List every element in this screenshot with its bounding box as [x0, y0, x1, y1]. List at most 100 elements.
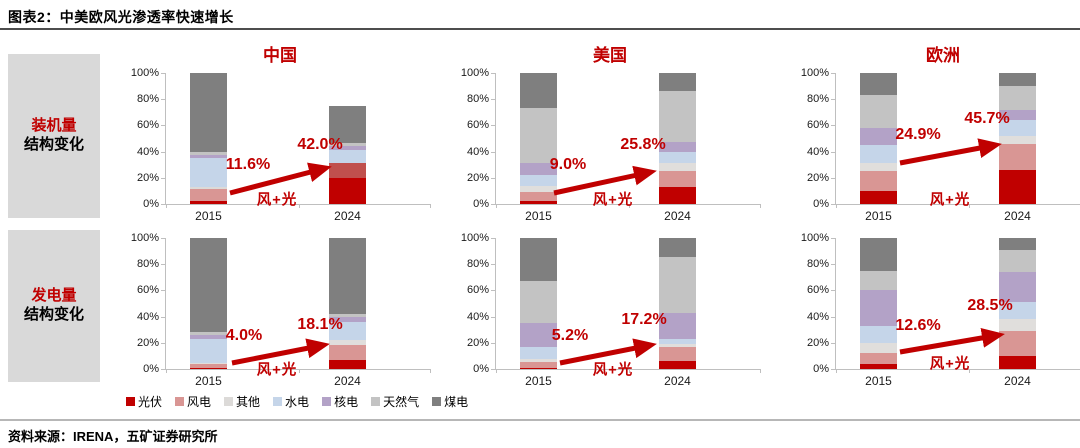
x-axis-tick-mark — [836, 369, 837, 373]
bar-segment-核电 — [860, 289, 897, 327]
x-axis-tick-mark — [628, 369, 630, 373]
wind-solar-share-2024-label: 28.5% — [967, 297, 1013, 314]
bar-segment-风电 — [520, 362, 557, 368]
y-axis-tick-label: 40% — [806, 310, 829, 323]
y-axis-tick-mark — [491, 238, 495, 239]
bar-segment-煤电 — [999, 238, 1036, 250]
x-axis-tick-mark — [298, 204, 300, 208]
legend-item-光伏: 光伏 — [126, 393, 162, 410]
bar-segment-水电 — [329, 321, 366, 341]
x-axis-category-label: 2024 — [664, 374, 691, 388]
bar-segment-天然气 — [860, 95, 897, 129]
y-axis-tick-label: 20% — [466, 171, 489, 184]
bar-segment-其他 — [999, 319, 1036, 332]
bar-segment-核电 — [329, 146, 366, 150]
bar-segment-风电 — [999, 143, 1036, 170]
y-axis-tick-mark — [491, 316, 495, 318]
y-axis-tick-mark — [831, 290, 835, 292]
y-axis-tick-label: 20% — [466, 336, 489, 349]
bar-segment-风电 — [860, 171, 897, 191]
bar-segment-煤电 — [190, 238, 227, 333]
bar-segment-其他 — [190, 187, 227, 189]
bar-segment-煤电 — [329, 106, 366, 144]
x-axis-category-label: 2024 — [334, 374, 361, 388]
bar-segment-光伏 — [520, 367, 557, 369]
x-axis-category-label: 2024 — [664, 209, 691, 223]
y-axis-tick-label: 80% — [806, 93, 829, 106]
stacked-bar-2015 — [860, 73, 897, 204]
bar-segment-煤电 — [520, 73, 557, 108]
y-axis-tick-mark — [491, 151, 495, 153]
y-axis-tick-mark — [491, 204, 495, 205]
bar-segment-光伏 — [860, 190, 897, 204]
growth-arrow-icon — [553, 165, 657, 196]
plot-area: 2015 2024 9.0% 25.8% 风+光 — [495, 73, 761, 223]
bar-segment-水电 — [999, 302, 1036, 320]
bar-segment-天然气 — [520, 107, 557, 163]
bar-segment-风电 — [659, 170, 696, 187]
legend-item-天然气: 天然气 — [371, 393, 419, 410]
stacked-bar-chart-美国-装机量结构变化: 100% 80% 60% 40% 20% 0% 2015 2024 9.0% 25.8% 风+光 — [453, 67, 761, 233]
x-axis-tick-mark — [496, 369, 497, 373]
y-axis-tick-label: 0% — [813, 198, 829, 210]
bar-segment-煤电 — [329, 238, 366, 315]
y-axis-tick-mark — [491, 369, 495, 370]
wind-solar-share-2015-label: 12.6% — [895, 317, 941, 334]
row-label-generation: 发电量 结构变化 — [8, 230, 100, 382]
bar-segment-核电 — [659, 142, 696, 153]
y-axis-tick-mark — [491, 73, 495, 74]
bar-segment-光伏 — [329, 359, 366, 369]
legend-swatch-icon — [126, 397, 135, 406]
stacked-bar-2024 — [659, 73, 696, 204]
x-axis-tick-mark — [298, 369, 300, 373]
y-axis-tick-label: 100% — [800, 67, 829, 79]
y-axis-tick-mark — [831, 151, 835, 153]
row-label-installed-capacity: 装机量 结构变化 — [8, 54, 100, 218]
y-axis-tick-label: 80% — [136, 258, 159, 271]
bar-segment-光伏 — [999, 355, 1036, 369]
wind-solar-share-2024-label: 25.8% — [620, 136, 666, 153]
x-axis-category-label: 2024 — [1004, 374, 1031, 388]
y-axis-tick-label: 40% — [806, 145, 829, 158]
y-axis-tick-label: 60% — [466, 119, 489, 132]
bar-segment-光伏 — [999, 169, 1036, 204]
growth-arrow-icon — [899, 328, 1005, 355]
y-axis-tick-label: 20% — [136, 171, 159, 184]
y-axis-tick-label: 0% — [143, 198, 159, 210]
bar-segment-煤电 — [190, 73, 227, 152]
x-axis-tick-mark — [760, 369, 761, 373]
wind-solar-share-2024-label: 42.0% — [297, 136, 343, 153]
bar-segment-天然气 — [520, 281, 557, 324]
stacked-bar-chart-欧洲-发电量结构变化: 100% 80% 60% 40% 20% 0% 2015 2024 12.6% 28.5% 风+光 — [793, 232, 1080, 398]
wind-plus-solar-label: 风+光 — [256, 192, 298, 209]
y-axis-tick-mark — [161, 177, 165, 179]
bar-segment-风电 — [329, 345, 366, 360]
y-axis-tick-mark — [161, 99, 165, 101]
bar-segment-天然气 — [999, 249, 1036, 273]
y-axis-tick-label: 60% — [136, 119, 159, 132]
plot-area: 2015 2024 4.0% 18.1% 风+光 — [165, 238, 431, 388]
bar-segment-风电 — [190, 363, 227, 368]
stacked-bar-2024 — [999, 238, 1036, 369]
x-axis-tick-mark — [430, 204, 431, 208]
legend-swatch-icon — [224, 397, 234, 406]
y-axis-tick-mark — [161, 73, 165, 74]
y-axis-tick-label: 80% — [136, 93, 159, 106]
x-axis-tick-mark — [760, 204, 761, 208]
x-axis-tick-mark — [968, 204, 970, 208]
legend-item-风电: 风电 — [175, 393, 211, 410]
top-divider — [0, 28, 1080, 30]
y-axis-tick-label: 20% — [806, 336, 829, 349]
y-axis-tick-label: 40% — [136, 145, 159, 158]
row-label-line1: 装机量 — [31, 117, 77, 135]
legend-swatch-icon — [322, 397, 332, 406]
bar-segment-煤电 — [659, 238, 696, 258]
bar-segment-水电 — [999, 120, 1036, 136]
stacked-bar-2015 — [520, 238, 557, 369]
wind-solar-share-2015-label: 4.0% — [225, 327, 263, 344]
y-axis-tick-label: 60% — [466, 284, 489, 297]
y-axis-tick-label: 0% — [473, 363, 489, 375]
column-header-europe: 欧洲 — [926, 46, 960, 65]
y-axis-tick-label: 0% — [473, 198, 489, 210]
bar-segment-煤电 — [860, 73, 897, 96]
